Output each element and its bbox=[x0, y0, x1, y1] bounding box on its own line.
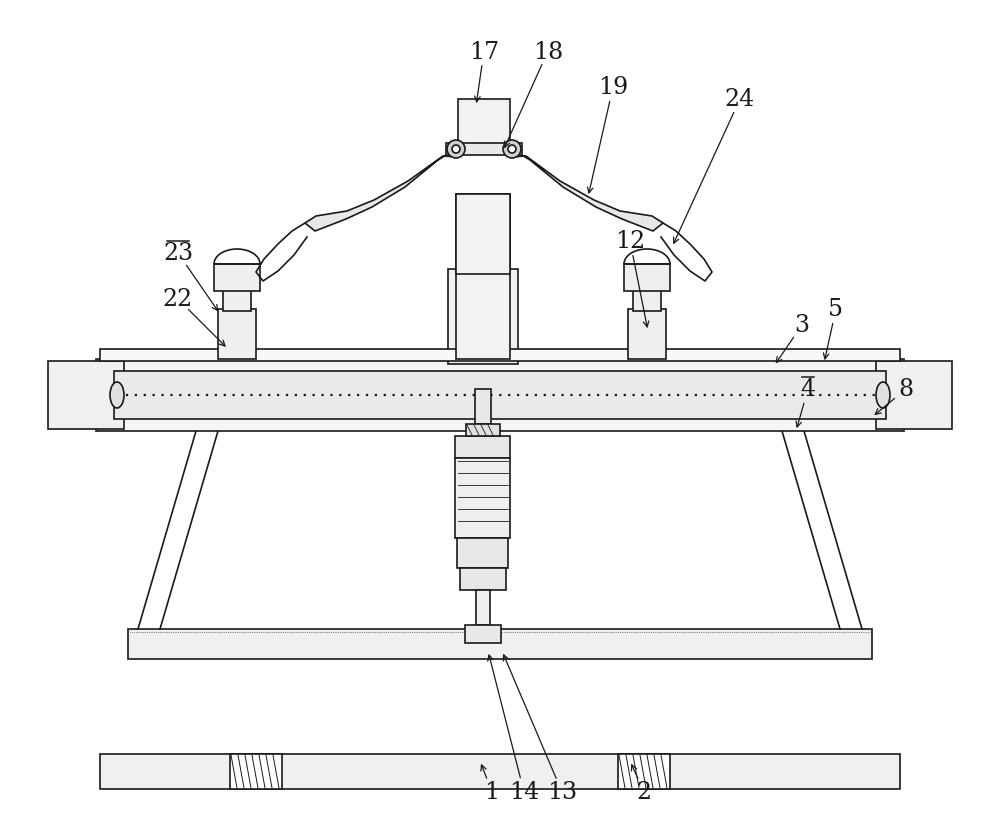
Text: 8: 8 bbox=[898, 378, 914, 401]
Text: 14: 14 bbox=[509, 781, 539, 803]
Text: 24: 24 bbox=[725, 89, 755, 111]
Bar bbox=[96, 359, 904, 431]
Bar bbox=[628, 309, 666, 359]
Bar bbox=[230, 754, 282, 789]
Bar bbox=[456, 195, 510, 359]
Bar bbox=[100, 754, 900, 789]
Text: 18: 18 bbox=[533, 40, 563, 64]
Circle shape bbox=[508, 145, 516, 154]
Circle shape bbox=[452, 145, 460, 154]
Bar bbox=[460, 568, 506, 590]
Text: 19: 19 bbox=[598, 76, 628, 99]
Bar bbox=[448, 270, 518, 364]
Bar bbox=[633, 289, 661, 312]
Bar bbox=[455, 458, 510, 538]
Bar bbox=[223, 289, 251, 312]
Bar bbox=[456, 195, 510, 275]
Text: 12: 12 bbox=[615, 230, 645, 253]
Bar bbox=[624, 265, 670, 292]
Text: 22: 22 bbox=[163, 288, 193, 311]
Circle shape bbox=[447, 140, 465, 159]
Text: 13: 13 bbox=[547, 781, 577, 803]
Bar bbox=[475, 390, 491, 425]
Bar bbox=[618, 754, 670, 789]
Text: 2: 2 bbox=[636, 781, 652, 803]
Bar bbox=[466, 425, 500, 436]
Polygon shape bbox=[510, 150, 663, 232]
Text: 23: 23 bbox=[163, 242, 193, 265]
Ellipse shape bbox=[110, 383, 124, 409]
Text: 1: 1 bbox=[484, 781, 500, 803]
Bar bbox=[446, 144, 522, 155]
Polygon shape bbox=[305, 150, 458, 232]
Bar bbox=[128, 630, 872, 660]
Bar bbox=[114, 371, 886, 420]
Bar bbox=[457, 538, 508, 568]
Text: 3: 3 bbox=[794, 314, 810, 337]
Bar bbox=[476, 590, 490, 625]
Bar bbox=[100, 349, 900, 361]
Bar bbox=[48, 361, 124, 430]
Bar bbox=[458, 99, 510, 145]
Text: 5: 5 bbox=[828, 298, 844, 321]
Bar bbox=[218, 309, 256, 359]
Text: 4: 4 bbox=[800, 378, 816, 401]
Bar bbox=[214, 265, 260, 292]
Bar bbox=[455, 436, 510, 458]
Text: 17: 17 bbox=[469, 40, 499, 64]
Circle shape bbox=[503, 140, 521, 159]
Ellipse shape bbox=[876, 383, 890, 409]
Bar bbox=[876, 361, 952, 430]
Bar bbox=[465, 625, 501, 643]
